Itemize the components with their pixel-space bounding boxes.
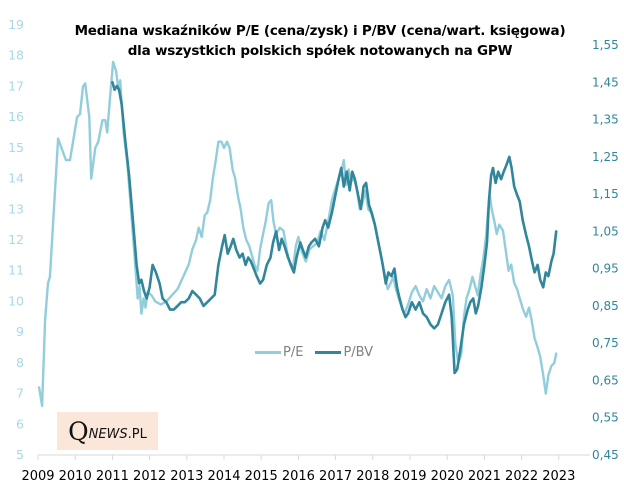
x-tick-label: 2022 (505, 469, 538, 484)
y-left-tick-label: 15 (8, 140, 24, 155)
qnews-logo: Q NEWS .PL (57, 412, 158, 450)
legend-item-pe: P/E (255, 345, 303, 360)
y-right-tick-label: 0,45 (592, 448, 619, 462)
y-right-tick-label: 0,75 (592, 336, 619, 350)
x-axis: 2009 2010 2011 2012 2013 2014 2015 2016 2017 2018… (21, 454, 590, 484)
y-right-tick-label: 1,05 (592, 224, 619, 238)
legend-label-pe: P/E (283, 345, 304, 360)
y-left-tick-label: 5 (16, 447, 24, 462)
series-line-pbv (111, 81, 558, 375)
x-tick-label: 2010 (59, 469, 92, 484)
y-left-tick-label: 18 (8, 48, 24, 63)
legend-swatch-pe (255, 351, 281, 354)
x-tick-label: 2015 (245, 469, 278, 484)
y-right-tick-label: 0,85 (592, 299, 619, 313)
logo-q: Q (68, 416, 89, 446)
x-tick-label: 2012 (133, 469, 166, 484)
x-tick-label: 2016 (282, 469, 315, 484)
y-left-tick-label: 17 (8, 78, 24, 93)
y-right-axis: 0,45 0,55 0,65 0,75 0,85 0,95 1,05 1,15 1,25 1,35… (592, 38, 619, 462)
y-right-tick-label: 0,95 (592, 262, 619, 276)
y-right-tick-label: 1,55 (592, 38, 619, 52)
y-right-tick-label: 1,45 (592, 75, 619, 89)
y-left-tick-label: 12 (8, 232, 24, 247)
legend-swatch-pbv (315, 351, 342, 354)
logo-pl: .PL (127, 426, 147, 442)
logo-news: NEWS (88, 426, 128, 442)
y-left-tick-label: 9 (16, 324, 24, 339)
x-tick-label: 2018 (356, 469, 389, 484)
x-tick-label: 2014 (207, 469, 240, 484)
y-left-tick-label: 7 (16, 386, 24, 401)
y-left-tick-label: 13 (8, 201, 24, 216)
y-right-tick-label: 1,35 (592, 113, 619, 127)
y-left-tick-label: 10 (8, 293, 24, 308)
series-layer (37, 60, 558, 408)
legend-label-pbv: P/BV (343, 345, 374, 360)
y-left-tick-label: 14 (8, 171, 24, 186)
chart-subtitle: dla wszystkich polskich spółek notowanyc… (127, 43, 513, 59)
x-tick-label: 2017 (319, 469, 352, 484)
y-left-tick-label: 8 (16, 355, 24, 370)
x-tick-label: 2023 (542, 469, 575, 484)
x-tick-label: 2021 (468, 469, 501, 484)
y-left-tick-label: 11 (8, 263, 24, 278)
x-tick-label: 2019 (393, 469, 426, 484)
y-right-tick-label: 1,25 (592, 150, 619, 164)
chart-title: Mediana wskaźników P/E (cena/zysk) i P/B… (74, 23, 566, 39)
x-tick-label: 2013 (170, 469, 203, 484)
x-tick-label: 2011 (96, 469, 129, 484)
y-left-tick-label: 6 (16, 416, 24, 431)
y-left-tick-label: 16 (8, 109, 24, 124)
y-right-tick-label: 0,65 (592, 373, 619, 387)
series-line-pe (37, 60, 558, 408)
legend-item-pbv: P/BV (315, 345, 373, 360)
legend: P/E P/BV (255, 345, 385, 360)
y-left-axis: 5 6 7 8 9 10 11 12 13 14 15 16 17 18 19 (8, 17, 24, 462)
y-left-tick-label: 19 (8, 17, 24, 32)
x-tick-label: 2020 (431, 469, 464, 484)
x-tick-label: 2009 (21, 469, 54, 484)
y-right-tick-label: 1,15 (592, 187, 619, 201)
y-right-tick-label: 0,55 (592, 411, 619, 425)
